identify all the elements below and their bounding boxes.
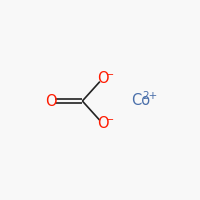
Text: O: O	[46, 94, 57, 108]
Text: −: −	[106, 70, 114, 80]
Text: −: −	[106, 115, 114, 125]
Text: O: O	[97, 116, 108, 131]
Text: O: O	[97, 71, 108, 86]
Text: 2+: 2+	[142, 91, 157, 101]
Text: Co: Co	[131, 93, 150, 108]
